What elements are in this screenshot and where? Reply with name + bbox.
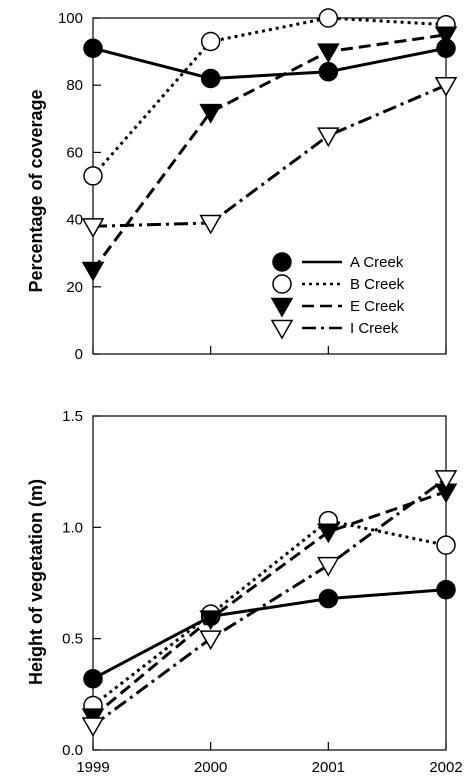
coverage-y-tick-label: 100	[58, 10, 83, 27]
height-series-1-point	[318, 588, 339, 609]
height-series-2-point	[436, 535, 456, 555]
coverage-series-2-point	[318, 8, 339, 28]
coverage-series-3-point	[199, 103, 222, 124]
coverage-series-3-point	[434, 26, 458, 47]
height-x-tick-label: 2000	[194, 759, 227, 776]
coverage-plot-frame	[92, 17, 447, 355]
height-series-3-point	[199, 610, 222, 631]
height-series-4-point	[199, 630, 222, 651]
height-series-4-point	[317, 556, 340, 577]
coverage-series-4-point	[317, 127, 340, 148]
coverage-series-3-point	[81, 261, 105, 282]
coverage-chart: Percentage of coverage 0 20 40 60 80 100	[26, 8, 458, 363]
height-series-4-point	[434, 470, 458, 490]
height-plot-frame	[92, 415, 447, 751]
coverage-y-tick-label: 40	[66, 212, 83, 229]
height-series-4-point	[81, 717, 105, 738]
coverage-series-1-point	[318, 62, 339, 82]
height-chart: Height of vegetation (m) 1999 2000 2001 200…	[26, 408, 463, 776]
coverage-y-tick-label: 60	[66, 144, 83, 161]
legend-marker-3	[270, 297, 294, 318]
coverage-series-1-point	[200, 68, 221, 89]
legend-label-3: E Creek	[350, 298, 405, 315]
height-series-line-4	[92, 477, 447, 727]
height-series-line-1	[92, 588, 447, 681]
coverage-series-line-2	[91, 16, 447, 177]
coverage-y-tick-label: 20	[66, 279, 83, 296]
height-y-axis-title: Height of vegetation (m)	[26, 479, 46, 685]
coverage-series-4-point	[199, 214, 222, 235]
height-y-tick-label: 0.5	[62, 631, 83, 648]
height-x-tick-label: 2001	[312, 759, 345, 776]
legend-marker-4	[270, 319, 294, 340]
legend-label-1: A Creek	[350, 254, 404, 271]
coverage-y-tick-label: 0	[75, 346, 83, 363]
coverage-series-2-point	[83, 166, 103, 186]
height-series-line-3	[92, 490, 447, 718]
height-series-line-2	[92, 519, 447, 707]
height-x-tick-label: 1999	[76, 759, 109, 776]
height-y-tick-label: 0.0	[62, 742, 83, 759]
coverage-series-3-point	[317, 43, 340, 64]
coverage-series-line-1	[92, 46, 447, 80]
height-series-1-point	[83, 668, 103, 689]
legend-label-2: B Creek	[350, 276, 405, 293]
coverage-series-1-point	[83, 38, 103, 58]
coverage-series-4-point	[81, 218, 105, 238]
legend: A Creek B Creek E Creek I Creek	[270, 252, 405, 340]
coverage-series-2-point	[200, 31, 221, 52]
height-y-tick-label: 1.0	[62, 519, 83, 536]
height-series-1-point	[436, 579, 456, 600]
height-series-3-point	[317, 523, 340, 544]
coverage-series-line-3	[91, 33, 447, 271]
legend-label-4: I Creek	[350, 320, 399, 337]
height-y-tick-label: 1.5	[62, 408, 83, 425]
legend-marker-1	[272, 252, 292, 272]
coverage-y-tick-label: 80	[66, 77, 83, 94]
height-x-tick-label: 2002	[429, 759, 462, 776]
coverage-y-axis-title: Percentage of coverage	[26, 89, 46, 292]
legend-marker-2	[272, 274, 292, 294]
coverage-series-4-point	[434, 76, 458, 97]
coverage-series-line-4	[92, 83, 447, 228]
